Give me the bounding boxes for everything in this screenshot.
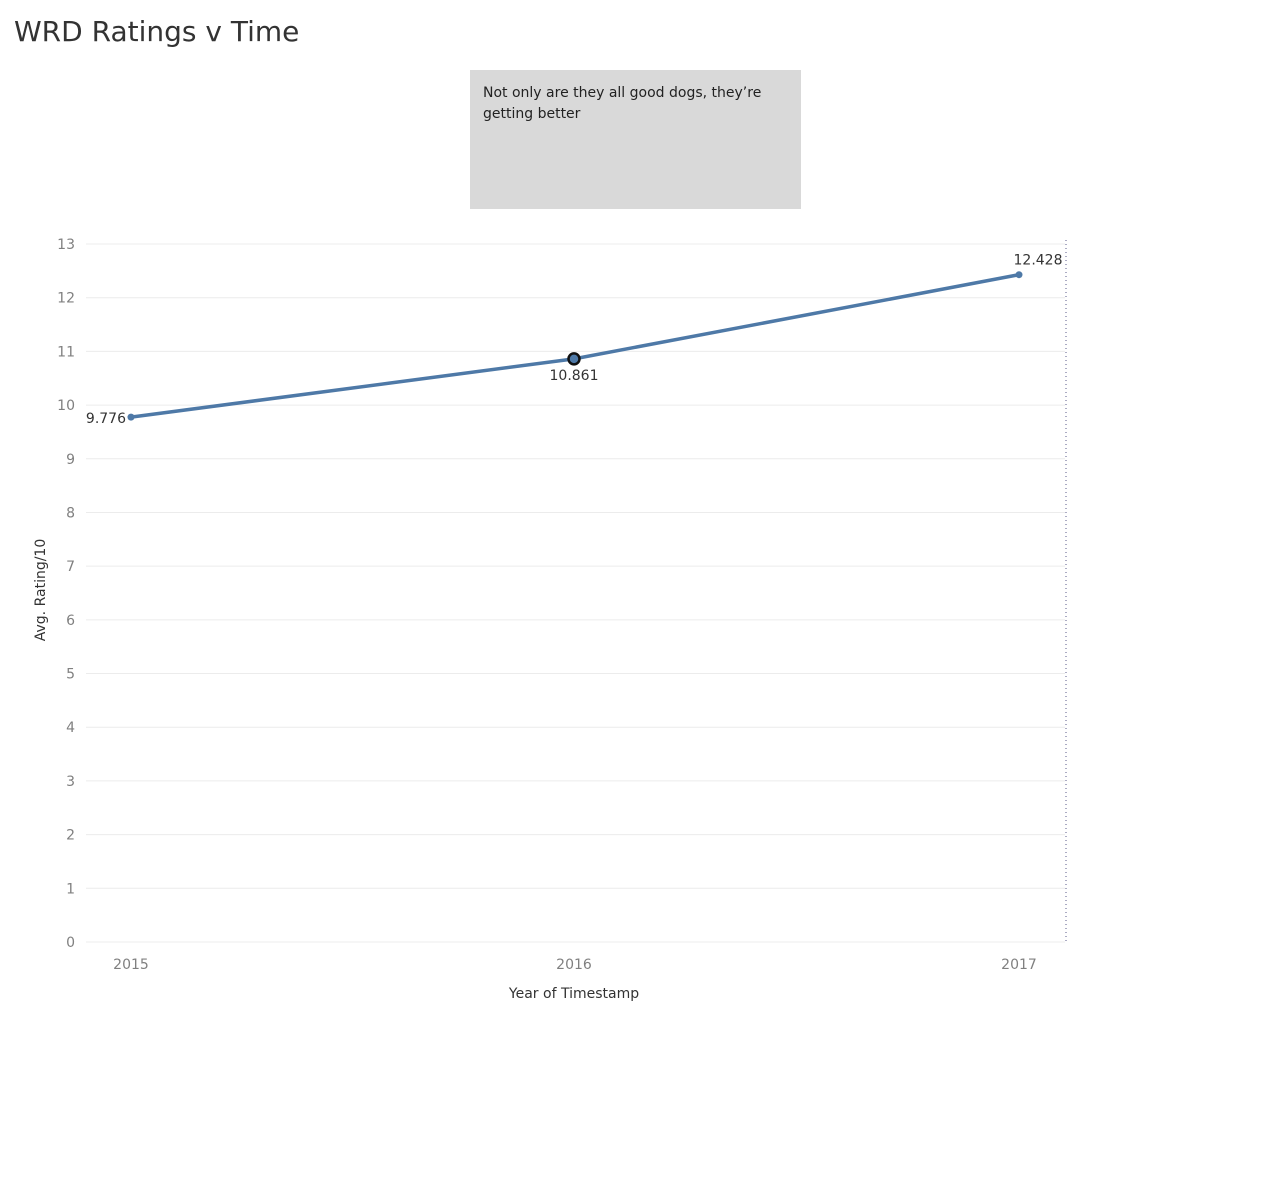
- x-tick-label: 2017: [1001, 957, 1037, 973]
- y-tick-label: 1: [66, 881, 75, 897]
- y-tick-label: 4: [66, 720, 75, 736]
- x-axis-title: Year of Timestamp: [508, 986, 639, 1002]
- page-title: WRD Ratings v Time: [14, 15, 300, 48]
- data-point-highlighted[interactable]: [567, 352, 581, 366]
- y-tick-label: 6: [66, 613, 75, 629]
- series-line-path: [129, 272, 1021, 419]
- y-tick-label: 7: [66, 559, 75, 575]
- y-tick-label: 11: [57, 344, 75, 360]
- y-tick-label: 8: [66, 505, 75, 521]
- data-point[interactable]: [127, 413, 135, 421]
- x-tick-label: 2015: [113, 957, 149, 973]
- annotation-box: Not only are they all good dogs, they’re…: [470, 70, 801, 209]
- y-tick-label: 0: [66, 935, 75, 951]
- data-point[interactable]: [1015, 271, 1023, 279]
- y-tick-label: 9: [66, 452, 75, 468]
- data-label: 12.428: [1014, 253, 1063, 269]
- data-labels: 9.776 10.861 12.428: [86, 253, 1063, 427]
- y-tick-label: 5: [66, 667, 75, 683]
- data-points: [127, 271, 1023, 421]
- data-label: 9.776: [86, 411, 126, 427]
- y-tick-label: 12: [57, 291, 75, 307]
- data-label: 10.861: [550, 368, 599, 384]
- y-axis-title: Avg. Rating/10: [33, 539, 49, 642]
- x-tick-label: 2016: [556, 957, 592, 973]
- y-tick-label: 3: [66, 774, 75, 790]
- annotation-text: Not only are they all good dogs, they’re…: [483, 85, 762, 122]
- y-tick-label: 13: [57, 237, 75, 253]
- series-line: [129, 272, 1021, 419]
- y-tick-label: 10: [57, 398, 75, 414]
- gridlines: [86, 243, 1065, 943]
- y-tick-label: 2: [66, 828, 75, 844]
